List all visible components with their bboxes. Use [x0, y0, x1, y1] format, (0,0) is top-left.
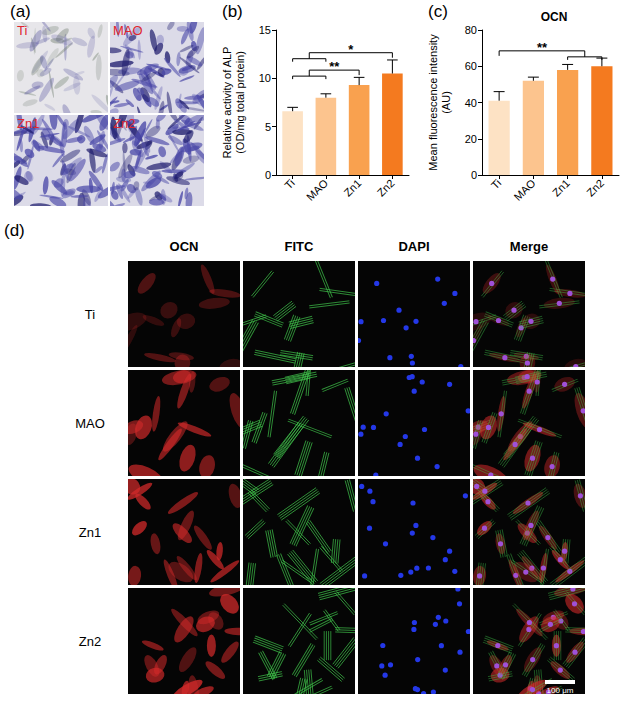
svg-text:(AU): (AU) [440, 91, 452, 114]
svg-text:Ti: Ti [489, 177, 504, 192]
svg-text:Zn1: Zn1 [550, 177, 572, 199]
svg-text:10: 10 [259, 72, 271, 84]
svg-text:Zn1: Zn1 [17, 116, 39, 131]
svg-text:Ti: Ti [17, 23, 27, 38]
svg-text:40: 40 [465, 97, 477, 109]
svg-text:Zn2: Zn2 [113, 116, 135, 131]
svg-text:MAO: MAO [511, 176, 537, 202]
svg-text:5: 5 [265, 121, 271, 133]
svg-text:OCN: OCN [170, 239, 199, 254]
svg-text:Ti: Ti [282, 177, 297, 192]
html-text:(d): (d) [4, 221, 25, 240]
svg-text:20: 20 [465, 133, 477, 145]
svg-text:Mean fluorescence intensity: Mean fluorescence intensity [427, 34, 439, 171]
svg-text:MAO: MAO [75, 416, 105, 431]
svg-text:Zn2: Zn2 [584, 177, 606, 199]
html-text:(c): (c) [428, 2, 448, 21]
svg-text:**: ** [329, 59, 340, 74]
svg-text:Zn2: Zn2 [79, 634, 101, 649]
svg-text:Relative activity of ALP: Relative activity of ALP [221, 47, 233, 159]
svg-text:0: 0 [265, 169, 271, 181]
html-text:(a): (a) [10, 2, 31, 21]
svg-text:Zn1: Zn1 [341, 177, 363, 199]
svg-text:OCN: OCN [541, 10, 568, 24]
svg-text:MAO: MAO [304, 176, 330, 202]
svg-text:Merge: Merge [510, 239, 548, 254]
svg-text:Zn1: Zn1 [79, 525, 101, 540]
svg-text:MAO: MAO [113, 23, 143, 38]
svg-text:15: 15 [259, 24, 271, 36]
svg-text:0: 0 [471, 169, 477, 181]
svg-text:(OD/mg total protein): (OD/mg total protein) [234, 51, 246, 154]
html-text:(b): (b) [222, 2, 243, 21]
svg-text:**: ** [537, 40, 548, 55]
svg-text:FITC: FITC [285, 239, 314, 254]
svg-text:*: * [348, 42, 354, 57]
svg-text:80: 80 [465, 24, 477, 36]
svg-text:Ti: Ti [85, 307, 95, 322]
svg-text:100 μm: 100 μm [547, 686, 574, 695]
svg-text:DAPI: DAPI [398, 239, 429, 254]
svg-text:Zn2: Zn2 [375, 177, 397, 199]
svg-text:60: 60 [465, 60, 477, 72]
